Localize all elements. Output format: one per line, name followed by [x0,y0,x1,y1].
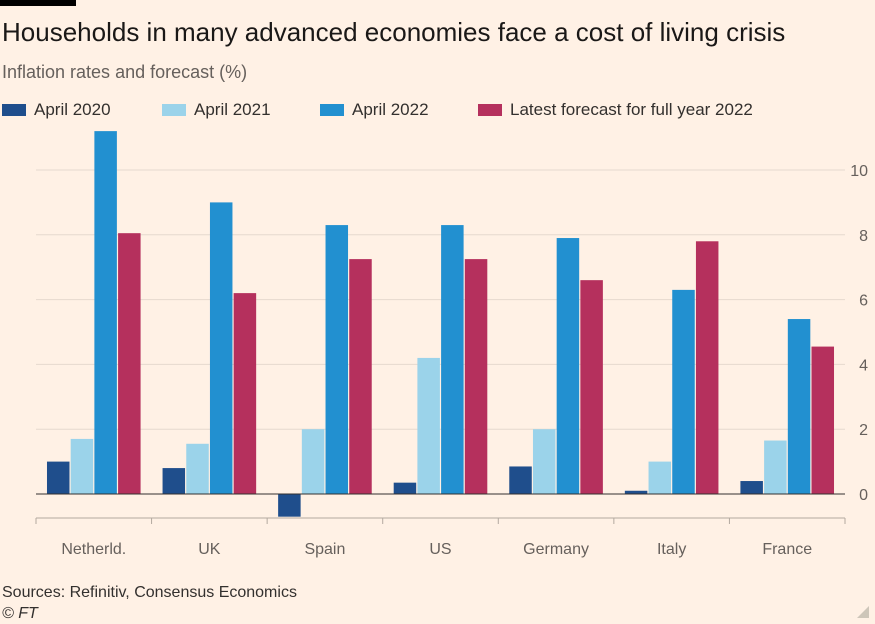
legend-label: April 2020 [34,100,111,119]
chart-subtitle: Inflation rates and forecast (%) [2,62,248,82]
x-tick-label: Germany [523,541,589,558]
bar [209,202,233,494]
y-tick-label: 2 [859,422,868,439]
bar [648,461,672,494]
y-tick-label: 6 [859,293,868,310]
source-note: Sources: Refinitiv, Consensus Economics [2,584,297,601]
bar [509,466,532,494]
y-tick-label: 10 [850,163,868,180]
legend-item-april-2021: April 2021 [162,100,271,120]
legend-label: Latest forecast for full year 2022 [510,100,753,119]
bar [393,482,417,494]
chart-title: Households in many advanced economies fa… [2,17,786,47]
bar-chart: 0 2 4 6 8 10 Netherld. UK Spain US Germany Italy Fra… [35,131,868,558]
y-tick-label: 4 [859,357,868,374]
y-tick-label: 8 [859,228,868,245]
x-tick-label: US [429,541,451,558]
bar [464,259,488,494]
bar [233,293,257,494]
bar [70,438,94,494]
bar [301,429,325,494]
bar [740,481,763,494]
bar [764,440,787,494]
legend-swatch [162,104,186,116]
bar [556,238,580,494]
bar [349,259,372,494]
top-rule [0,0,76,6]
bar [162,468,186,494]
legend-item-april-2022: April 2022 [320,100,429,120]
legend-item-latest-forecast: Latest forecast for full year 2022 [478,100,753,120]
bar [672,289,695,494]
legend-swatch [320,104,344,116]
bar [441,225,464,494]
resize-handle-icon [857,606,869,618]
bar [624,490,648,494]
bar [417,357,440,494]
bar [278,494,301,517]
credit-note: © FT [2,605,38,622]
bar [787,319,811,494]
bar [325,225,349,494]
bar [580,280,603,494]
bar [695,241,719,494]
x-tick-label: France [762,541,812,558]
bar [532,429,556,494]
bar [118,233,141,494]
bar [186,443,209,494]
x-tick-label: Netherld. [61,541,126,558]
legend-swatch [478,104,502,116]
legend-item-april-2020: April 2020 [2,100,111,120]
legend-swatch [2,104,26,116]
x-tick-label: Italy [657,541,686,558]
y-tick-label: 0 [859,487,868,504]
bar [811,346,835,494]
legend-label: April 2021 [194,100,271,119]
x-tick-label: Spain [304,541,345,558]
x-tick-label: UK [198,541,221,558]
legend-label: April 2022 [352,100,429,119]
bar [94,131,117,494]
bar [46,461,70,494]
